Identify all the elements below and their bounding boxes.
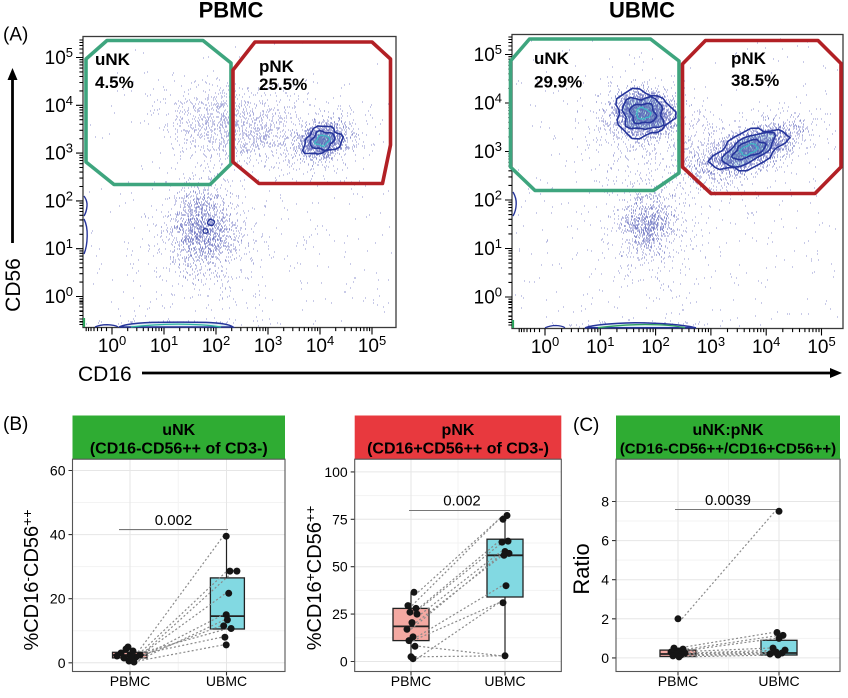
svg-text:0: 0 bbox=[340, 654, 348, 670]
svg-text:75: 75 bbox=[332, 511, 348, 527]
svg-text:pNK: pNK bbox=[259, 57, 295, 76]
svg-text:4: 4 bbox=[601, 572, 609, 588]
svg-text:50: 50 bbox=[332, 559, 348, 575]
svg-text:UBMC: UBMC bbox=[758, 673, 799, 689]
svg-text:uNK: uNK bbox=[95, 50, 131, 69]
svg-text:0.002: 0.002 bbox=[155, 512, 193, 529]
svg-text:25.5%: 25.5% bbox=[259, 75, 307, 94]
svg-text:101: 101 bbox=[474, 236, 502, 260]
svg-text:29.9%: 29.9% bbox=[534, 73, 582, 92]
svg-text:102: 102 bbox=[474, 188, 502, 212]
svg-text:100: 100 bbox=[324, 464, 348, 480]
svg-text:25: 25 bbox=[332, 606, 348, 622]
svg-text:UBMC: UBMC bbox=[206, 673, 247, 689]
svg-text:PBMC: PBMC bbox=[658, 673, 698, 689]
svg-text:uNK: uNK bbox=[534, 49, 570, 68]
svg-text:PBMC: PBMC bbox=[199, 0, 264, 23]
svg-text:0.0039: 0.0039 bbox=[705, 492, 751, 509]
svg-text:pNK: pNK bbox=[731, 49, 767, 68]
svg-text:UBMC: UBMC bbox=[484, 673, 525, 689]
svg-text:38.5%: 38.5% bbox=[731, 71, 779, 90]
svg-text:CD16: CD16 bbox=[78, 363, 132, 386]
svg-text:8: 8 bbox=[601, 494, 609, 510]
svg-text:(C): (C) bbox=[573, 415, 599, 436]
svg-text:UBMC: UBMC bbox=[609, 0, 675, 23]
svg-text:PBMC: PBMC bbox=[110, 673, 150, 689]
svg-text:(CD16-CD56++ of CD3-): (CD16-CD56++ of CD3-) bbox=[90, 441, 268, 458]
svg-text:6: 6 bbox=[601, 533, 609, 549]
svg-text:(B): (B) bbox=[3, 414, 28, 435]
svg-text:Ratio: Ratio bbox=[569, 543, 594, 594]
svg-text:uNK: uNK bbox=[162, 422, 195, 439]
svg-text:%CD16-CD56++: %CD16-CD56++ bbox=[19, 509, 43, 650]
svg-text:uNK:pNK: uNK:pNK bbox=[692, 422, 764, 439]
svg-text:(CD16+CD56++ of CD3-): (CD16+CD56++ of CD3-) bbox=[367, 441, 549, 458]
svg-text:(CD16-CD56++/CD16+CD56++): (CD16-CD56++/CD16+CD56++) bbox=[620, 441, 836, 458]
svg-text:pNK: pNK bbox=[442, 422, 475, 439]
svg-text:2: 2 bbox=[601, 611, 609, 627]
svg-text:40: 40 bbox=[50, 527, 66, 543]
svg-text:0: 0 bbox=[601, 650, 609, 666]
svg-text:0.002: 0.002 bbox=[443, 493, 481, 510]
svg-text:PBMC: PBMC bbox=[391, 673, 431, 689]
svg-text:4.5%: 4.5% bbox=[95, 73, 134, 92]
svg-text:20: 20 bbox=[50, 591, 66, 607]
svg-text:(A): (A) bbox=[3, 25, 28, 46]
svg-text:%CD16+CD56++: %CD16+CD56++ bbox=[302, 506, 326, 651]
svg-text:0: 0 bbox=[58, 655, 66, 671]
svg-text:CD56: CD56 bbox=[2, 258, 25, 312]
svg-text:60: 60 bbox=[50, 463, 66, 479]
